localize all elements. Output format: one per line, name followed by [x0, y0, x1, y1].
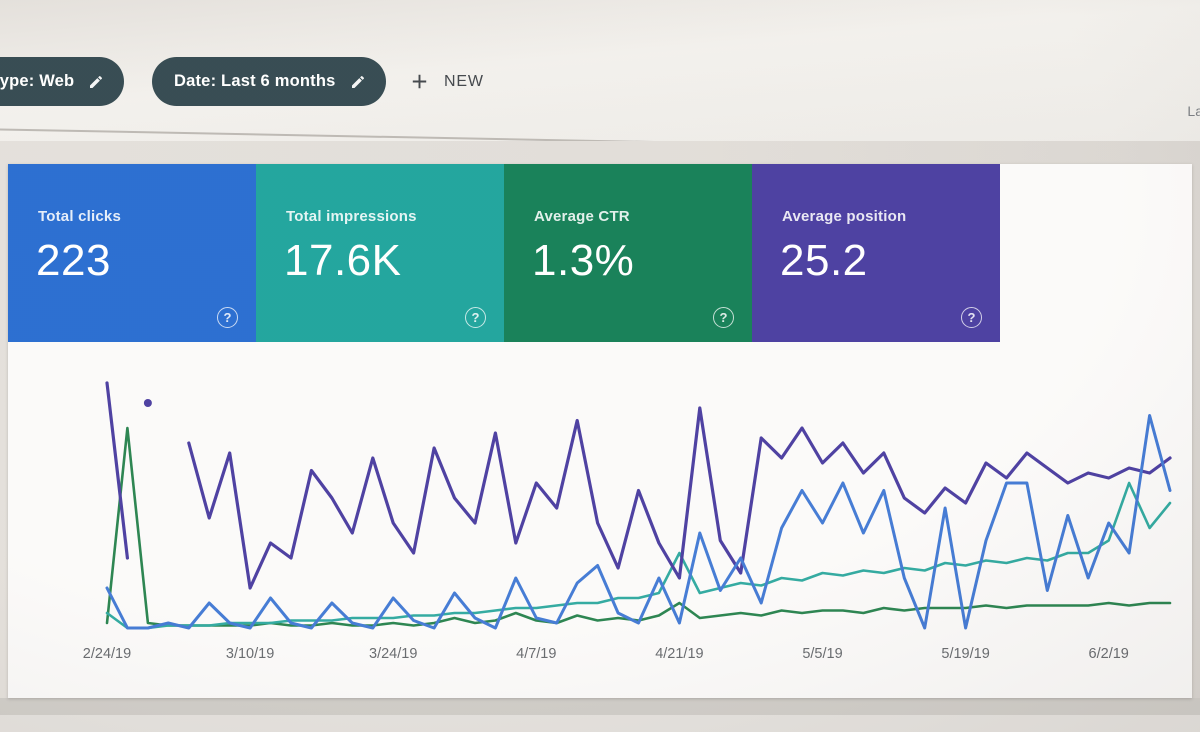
- filter-chip-label: Date: Last 6 months: [174, 72, 336, 90]
- filter-toolbar: type: Web Date: Last 6 months NEW La: [0, 0, 1200, 141]
- card-total-clicks[interactable]: Total clicks 223 ?: [8, 164, 256, 342]
- card-average-position[interactable]: Average position 25.2 ?: [752, 164, 1000, 342]
- card-value: 1.3%: [532, 236, 635, 285]
- pencil-icon[interactable]: [350, 74, 366, 90]
- x-axis-label: 6/2/19: [1089, 646, 1129, 662]
- series-line-total-clicks: [105, 414, 1172, 630]
- x-axis-label: 4/7/19: [516, 646, 556, 662]
- screen-bottom-bezel: [0, 715, 1200, 732]
- x-axis-label: 5/19/19: [941, 646, 989, 662]
- performance-chart[interactable]: 2/24/19 3/10/19 3/24/19 4/7/19 4/21/19 5/5/19…: [10, 342, 1190, 692]
- card-value: 223: [36, 236, 111, 285]
- pencil-icon[interactable]: [88, 74, 104, 90]
- screen-bottom-edge: [0, 698, 1200, 715]
- series-line-average-position: [187, 406, 1172, 590]
- x-axis-label: 3/24/19: [369, 646, 417, 662]
- card-label: Total clicks: [38, 208, 121, 225]
- x-axis-label: 3/10/19: [226, 646, 274, 662]
- x-axis-label: 4/21/19: [655, 646, 703, 662]
- performance-chart-area[interactable]: 2/24/19 3/10/19 3/24/19 4/7/19 4/21/19 5/5/19…: [10, 342, 1190, 692]
- x-axis-label: 5/5/19: [802, 646, 842, 662]
- question-circle-icon[interactable]: ?: [961, 307, 982, 328]
- new-button-label: NEW: [444, 72, 484, 90]
- card-value: 17.6K: [284, 236, 402, 285]
- summary-cards-row: Total clicks 223 ? Total impressions 17.…: [8, 164, 1000, 342]
- x-axis-label: 2/24/19: [83, 646, 131, 662]
- last-updated-text-clipped: La: [1187, 103, 1200, 119]
- question-circle-icon[interactable]: ?: [217, 307, 238, 328]
- card-label: Average position: [782, 208, 907, 225]
- isolated-data-point: [143, 399, 152, 407]
- card-value: 25.2: [780, 236, 868, 285]
- question-circle-icon[interactable]: ?: [713, 307, 734, 328]
- plus-icon: [408, 70, 431, 93]
- series-line-average-ctr: [105, 426, 1172, 627]
- card-label: Average CTR: [534, 208, 630, 225]
- question-circle-icon[interactable]: ?: [465, 307, 486, 328]
- series-line-total-impressions: [105, 481, 1172, 630]
- performance-report-panel: Total clicks 223 ? Total impressions 17.…: [8, 164, 1192, 698]
- series-line-average-position: [105, 381, 130, 560]
- card-label: Total impressions: [286, 208, 417, 225]
- filter-chip-date-range[interactable]: Date: Last 6 months: [152, 57, 386, 106]
- filter-chip-label: type: Web: [0, 72, 75, 90]
- card-total-impressions[interactable]: Total impressions 17.6K ?: [256, 164, 504, 342]
- card-average-ctr[interactable]: Average CTR 1.3% ?: [504, 164, 752, 342]
- filter-chip-search-type[interactable]: type: Web: [0, 57, 125, 106]
- new-filter-button[interactable]: NEW: [408, 70, 484, 93]
